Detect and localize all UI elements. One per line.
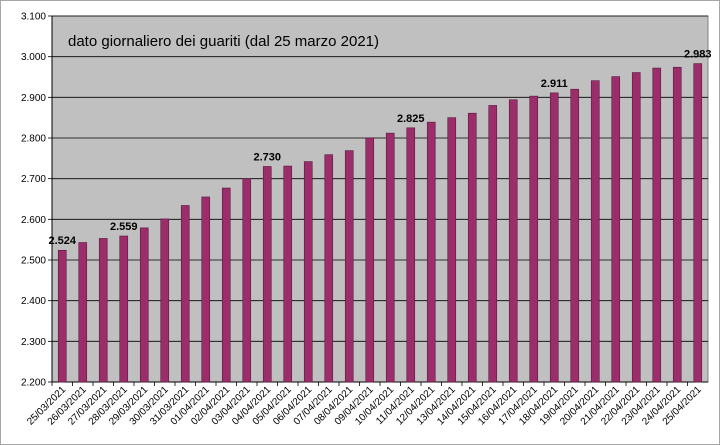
bar [303,161,313,383]
y-tick-label: 2.600 [21,215,46,226]
data-label: 2.524 [48,235,76,247]
bar [139,227,149,383]
bar [324,154,334,383]
bar [447,117,457,383]
bar [262,166,272,383]
bar [590,80,600,383]
bar [221,187,231,383]
bar [549,92,559,383]
bar [488,105,498,383]
bar [652,67,662,383]
bar [119,235,129,383]
data-label: 2.559 [110,221,138,233]
bar [693,63,703,383]
y-tick-label: 2.200 [21,378,46,389]
bar [426,121,436,383]
bar [78,242,88,383]
bar-series [57,63,703,383]
y-tick-label: 2.300 [21,337,46,348]
data-label: 2.911 [541,78,568,90]
y-axis-tick-labels: 2.200 2.300 2.400 2.500 2.600 2.700 2.800 2.900… [21,12,46,389]
bar [672,66,682,383]
bar [365,137,375,383]
bar [529,95,539,383]
plot-area [51,15,709,383]
bar [611,76,621,383]
data-label: 2.730 [253,151,281,163]
bar [283,165,293,383]
bar [570,88,580,383]
y-tick-label: 2.400 [21,296,46,307]
bar [385,132,395,383]
chart-title: dato giornaliero dei guariti (dal 25 mar… [68,33,379,50]
bar [201,196,211,383]
bar [160,218,170,383]
y-tick-label: 2.800 [21,134,46,145]
y-tick-label: 2.700 [21,174,46,185]
bar [344,150,354,383]
data-label: 2.983 [684,49,712,61]
bar [57,249,67,383]
bar [508,99,518,383]
data-label: 2.825 [397,113,425,125]
data-labels: 2.524 2.559 2.730 2.825 2.911 2.983 [48,49,711,248]
bar [631,72,641,383]
bar [467,112,477,383]
bar [98,238,108,383]
y-tick-label: 3.100 [21,12,46,23]
x-axis-tick-labels: 25/03/202126/03/202127/03/202128/03/2021… [25,382,704,428]
bar [406,127,416,383]
y-tick-label: 3.000 [21,52,46,63]
y-tick-label: 2.500 [21,256,46,267]
y-tick-label: 2.900 [21,93,46,104]
bar [242,178,252,383]
bar [180,205,190,383]
